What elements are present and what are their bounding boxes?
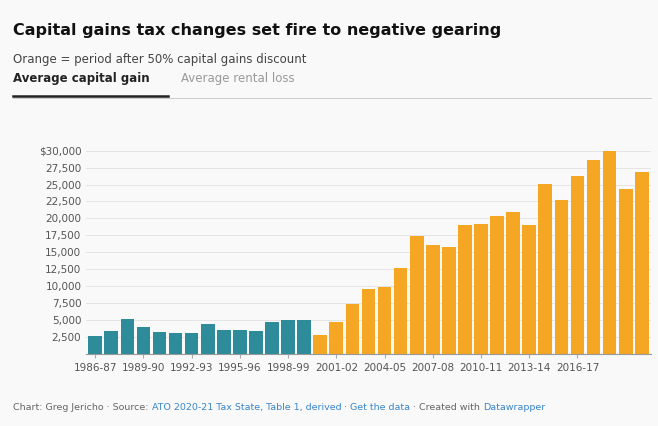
Bar: [249, 331, 263, 354]
Bar: [153, 332, 166, 354]
Text: Orange = period after 50% capital gains discount: Orange = period after 50% capital gains …: [13, 53, 307, 66]
Bar: [570, 176, 584, 354]
Bar: [522, 225, 536, 354]
Bar: [442, 247, 456, 354]
Bar: [555, 200, 569, 354]
Bar: [233, 330, 247, 354]
Text: ·: ·: [342, 403, 350, 412]
Bar: [168, 333, 182, 354]
Text: · Created with: · Created with: [411, 403, 483, 412]
Text: Datawrapper: Datawrapper: [483, 403, 545, 412]
Bar: [330, 322, 343, 354]
Bar: [201, 324, 215, 354]
Bar: [217, 330, 230, 354]
Bar: [281, 320, 295, 354]
Bar: [538, 184, 552, 354]
Bar: [458, 225, 472, 354]
Bar: [265, 322, 279, 354]
Text: ATO 2020-21 Tax State, Table 1, derived: ATO 2020-21 Tax State, Table 1, derived: [151, 403, 342, 412]
Bar: [507, 212, 520, 354]
Bar: [297, 320, 311, 354]
Bar: [137, 327, 150, 354]
Bar: [120, 319, 134, 354]
Bar: [410, 236, 424, 354]
Bar: [185, 333, 199, 354]
Text: Chart: Greg Jericho · Source:: Chart: Greg Jericho · Source:: [13, 403, 151, 412]
Bar: [378, 287, 392, 354]
Text: Average rental loss: Average rental loss: [181, 72, 295, 85]
Bar: [635, 172, 649, 354]
Text: Capital gains tax changes set fire to negative gearing: Capital gains tax changes set fire to ne…: [13, 23, 501, 38]
Bar: [393, 268, 407, 354]
Bar: [105, 331, 118, 354]
Bar: [603, 151, 617, 354]
Bar: [490, 216, 504, 354]
Text: Get the data: Get the data: [350, 403, 411, 412]
Bar: [313, 335, 327, 354]
Text: Average capital gain: Average capital gain: [13, 72, 150, 85]
Bar: [619, 189, 632, 354]
Bar: [587, 160, 600, 354]
Bar: [345, 304, 359, 354]
Bar: [474, 224, 488, 354]
Bar: [362, 289, 375, 354]
Bar: [426, 245, 440, 354]
Bar: [88, 336, 102, 354]
